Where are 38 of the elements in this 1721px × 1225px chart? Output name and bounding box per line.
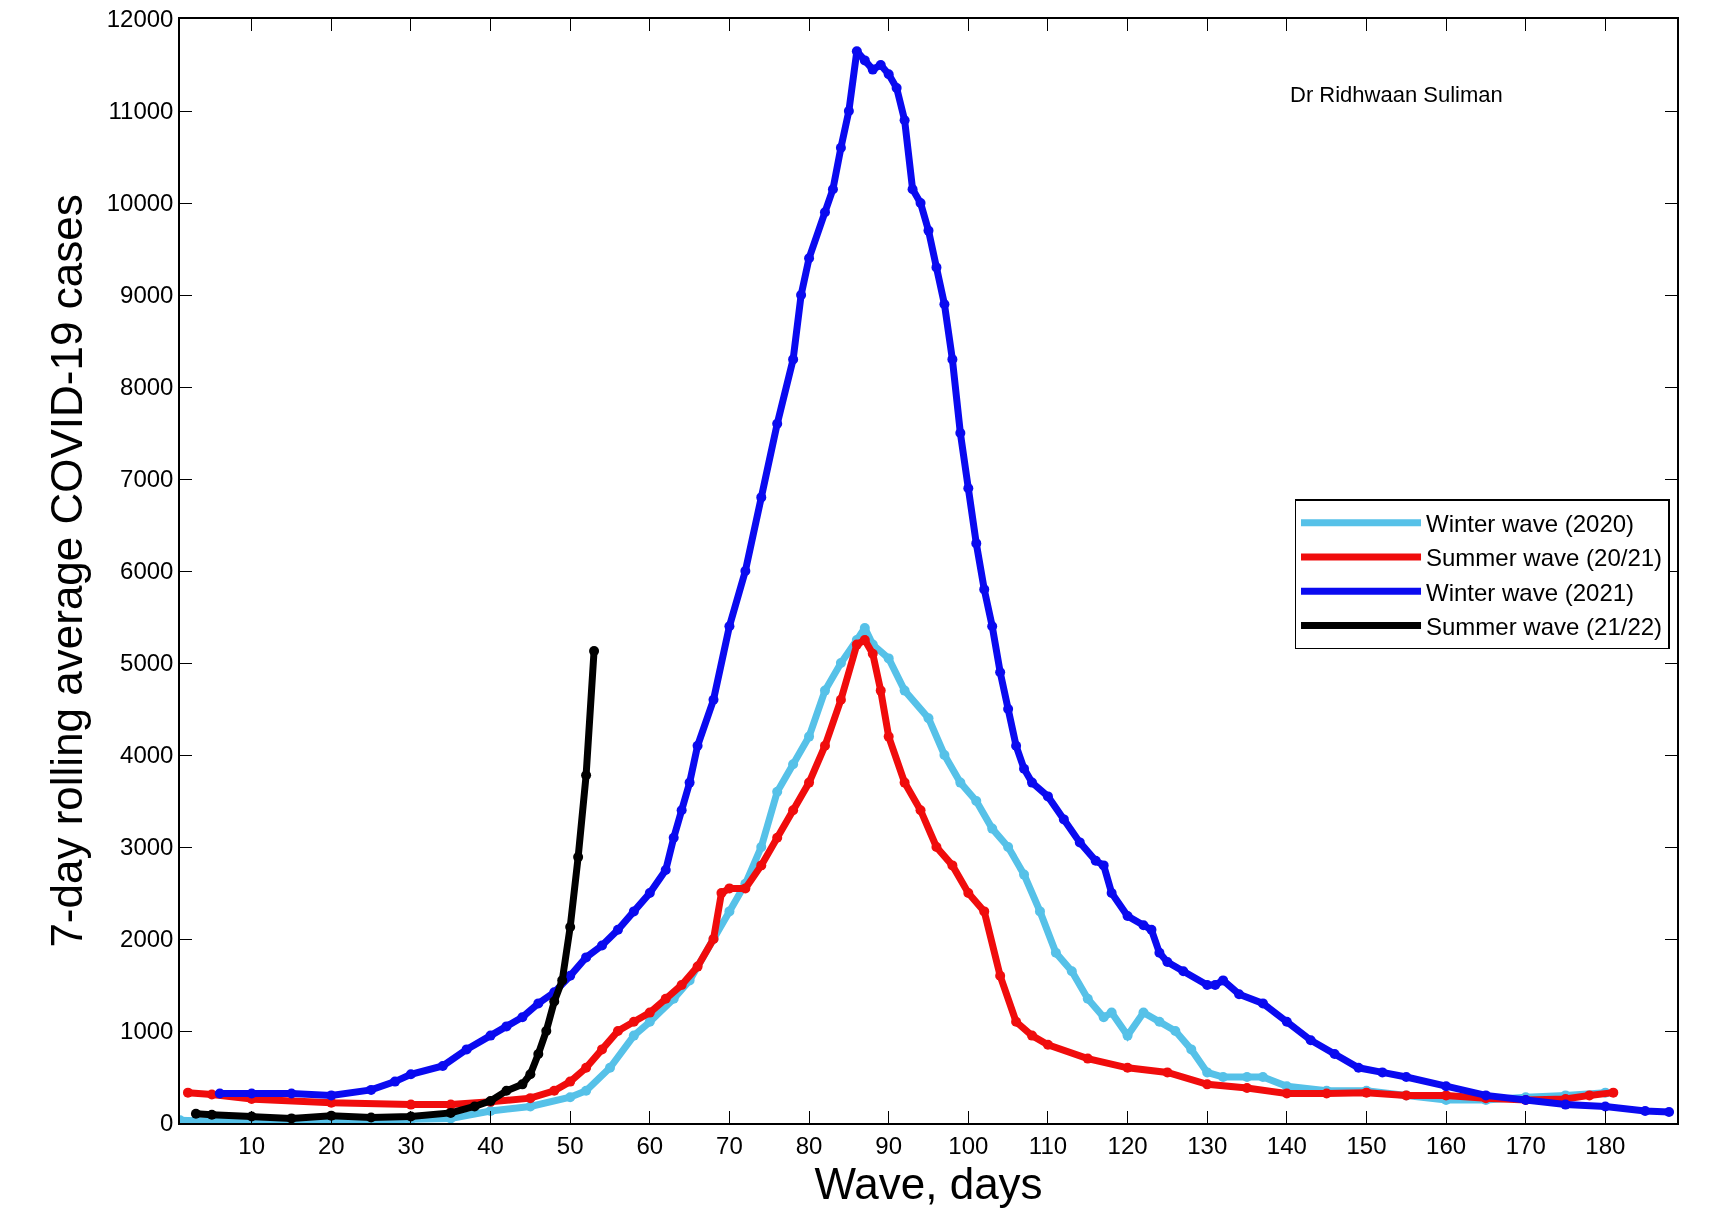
y-tick-label: 10000: [106, 189, 174, 217]
x-tick-label: 160: [1426, 1131, 1467, 1159]
y-tick-label: 8000: [120, 373, 174, 401]
y-tick-label: 12000: [106, 5, 174, 33]
y-tick-label: 0: [160, 1109, 174, 1137]
x-tick-label: 20: [317, 1131, 345, 1159]
y-tick-label: 5000: [120, 649, 174, 677]
x-tick-label: 60: [636, 1131, 664, 1159]
y-tick-label: 2000: [120, 925, 174, 953]
y-tick-label: 11000: [108, 97, 174, 125]
x-tick-label: 80: [795, 1131, 823, 1159]
y-tick-label: 7000: [120, 465, 174, 493]
x-tick-label: 100: [948, 1131, 989, 1159]
annotation: Dr Ridhwaan Suliman: [1290, 82, 1503, 107]
y-axis-title: 7-day rolling average COVID-19 cases: [42, 194, 92, 948]
x-tick-label: 180: [1585, 1131, 1626, 1159]
x-tick-label: 40: [477, 1131, 504, 1159]
x-tick-label: 30: [397, 1131, 425, 1159]
y-tick-label: 9000: [120, 281, 174, 309]
x-tick-label: 90: [875, 1131, 903, 1159]
x-tick-label: 140: [1266, 1131, 1307, 1159]
x-tick-label: 130: [1187, 1131, 1228, 1159]
y-tick-label: 1000: [120, 1017, 174, 1045]
y-tick-label: 3000: [120, 833, 174, 861]
x-tick-label: 10: [238, 1131, 266, 1159]
x-tick-label: 110: [1028, 1131, 1068, 1159]
legend-label: Winter wave (2021): [1426, 578, 1635, 606]
x-axis-title: Wave, days: [814, 1158, 1043, 1208]
legend-label: Summer wave (20/21): [1426, 544, 1663, 572]
x-tick-label: 50: [556, 1131, 584, 1159]
legend-label: Summer wave (21/22): [1426, 612, 1663, 640]
x-tick-label: 70: [716, 1131, 743, 1159]
x-tick-label: 150: [1346, 1131, 1387, 1159]
y-tick-label: 6000: [120, 557, 174, 585]
y-tick-label: 4000: [120, 741, 174, 769]
x-tick-label: 120: [1107, 1131, 1148, 1159]
x-tick-label: 170: [1505, 1131, 1546, 1159]
legend-label: Winter wave (2020): [1426, 510, 1635, 538]
